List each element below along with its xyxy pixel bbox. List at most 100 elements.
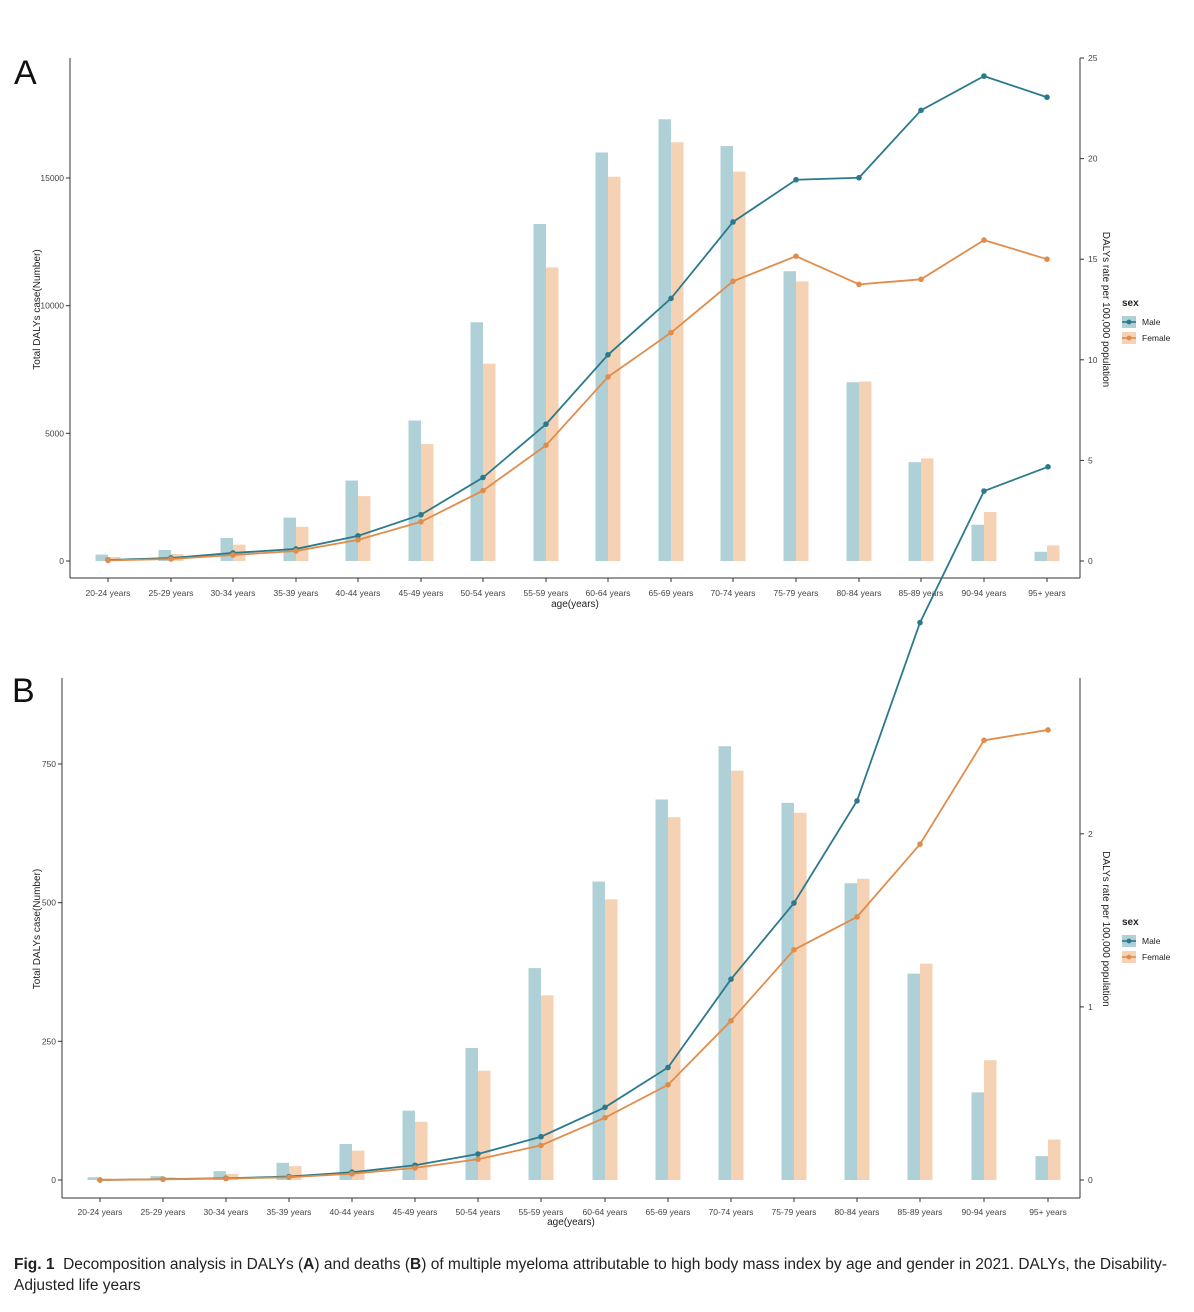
bar-male [220, 538, 233, 561]
point-female [981, 237, 987, 243]
x-axis-title: age(years) [547, 1217, 595, 1228]
x-tick-label: 85-89 years [898, 1207, 943, 1217]
bar-female [421, 444, 434, 561]
bar-male [908, 462, 921, 561]
point-male [1044, 94, 1050, 101]
bar-female [478, 1070, 491, 1180]
point-male [602, 1104, 608, 1111]
x-tick-label: 95+ years [1029, 1207, 1067, 1217]
point-female [293, 548, 299, 554]
x-tick-label: 55-59 years [519, 1207, 564, 1217]
point-male [856, 174, 862, 181]
y2-tick-label: 10 [1088, 355, 1098, 365]
point-female [538, 1142, 544, 1149]
point-male [918, 107, 924, 114]
x-tick-label: 70-74 years [709, 1207, 754, 1217]
bar-female [541, 995, 554, 1180]
y2-axis-title: DALYs rate per 100,000 population [1100, 851, 1111, 1006]
bar-male [213, 1171, 226, 1180]
bar-female [794, 812, 807, 1180]
x-tick-label: 80-84 years [837, 588, 882, 598]
legend-point-female [1126, 954, 1132, 960]
y2-tick-label: 5 [1088, 455, 1093, 465]
x-tick-label: 25-29 years [141, 1207, 186, 1217]
point-male [854, 798, 860, 804]
bar-female [984, 1060, 997, 1180]
bar-male [345, 480, 358, 561]
y-tick-label: 750 [42, 759, 56, 769]
x-tick-label: 65-69 years [646, 1207, 691, 1217]
bar-female [733, 171, 746, 561]
point-male [981, 488, 987, 494]
line-male [99, 465, 1049, 1181]
bar-female [668, 817, 681, 1180]
x-tick-label: 45-49 years [393, 1207, 438, 1217]
bar-female [483, 363, 496, 561]
point-male [668, 295, 674, 302]
figure-caption: Fig. 1 Decomposition analysis in DALYs (… [14, 1254, 1184, 1296]
bar-female [415, 1121, 428, 1180]
point-female [105, 557, 111, 564]
point-male [730, 219, 736, 225]
y2-tick-label: 0 [1088, 556, 1093, 566]
bar-female [859, 381, 872, 561]
bar-male [846, 382, 859, 561]
y2-tick-label: 25 [1088, 53, 1098, 63]
x-tick-label: 50-54 years [461, 588, 506, 598]
point-male [480, 474, 486, 481]
point-female [223, 1175, 229, 1182]
panel-letter: A [14, 54, 37, 92]
line-female [107, 239, 1048, 562]
bar-male [87, 1177, 100, 1180]
x-tick-label: 65-69 years [649, 588, 694, 598]
y-axis-title: Total DALYs case(Number) [32, 869, 43, 989]
y-tick-label: 500 [42, 898, 56, 908]
y-tick-label: 250 [42, 1036, 56, 1046]
x-tick-label: 70-74 years [711, 588, 756, 598]
caption-part1: Decomposition analysis in DALYs ( [63, 1256, 304, 1273]
point-female [418, 518, 424, 525]
y2-tick-label: 15 [1088, 254, 1098, 264]
bar-female [358, 496, 371, 561]
x-tick-label: 90-94 years [962, 1207, 1007, 1217]
point-male [917, 619, 923, 626]
bar-male [402, 1110, 415, 1180]
bar-female [984, 511, 997, 561]
x-tick-label: 40-44 years [330, 1207, 375, 1217]
bar-male [465, 1047, 478, 1180]
line-female [99, 729, 1049, 1181]
point-female [543, 442, 549, 449]
point-female [412, 1165, 418, 1171]
point-male [728, 976, 734, 982]
bar-male [592, 881, 605, 1180]
point-female [668, 329, 674, 336]
bar-female [1048, 1139, 1061, 1180]
bar-male [971, 524, 984, 561]
y-tick-label: 10000 [40, 301, 64, 311]
legend-point-male [1126, 938, 1132, 944]
y-tick-label: 15000 [40, 173, 64, 183]
point-female [286, 1174, 292, 1181]
y-tick-label: 5000 [45, 428, 64, 438]
y2-tick-label: 1 [1088, 1002, 1093, 1012]
y2-tick-label: 20 [1088, 154, 1098, 164]
point-male [793, 176, 799, 183]
point-female [917, 841, 923, 847]
x-tick-label: 30-34 years [204, 1207, 249, 1217]
bar-male [971, 1092, 984, 1180]
point-female [981, 737, 987, 744]
bar-female [605, 899, 618, 1180]
bar-female [546, 267, 559, 561]
legend-label-male: Male [1142, 317, 1161, 327]
bar-male [339, 1143, 352, 1180]
x-tick-label: 85-89 years [899, 588, 944, 598]
x-tick-label: 25-29 years [149, 588, 194, 598]
x-tick-label: 30-34 years [211, 588, 256, 598]
point-female [355, 537, 361, 543]
x-tick-label: 60-64 years [586, 588, 631, 598]
point-female [728, 1017, 734, 1024]
point-female [230, 552, 236, 558]
x-tick-label: 55-59 years [524, 588, 569, 598]
bar-male [655, 799, 668, 1180]
bar-male [283, 517, 296, 561]
